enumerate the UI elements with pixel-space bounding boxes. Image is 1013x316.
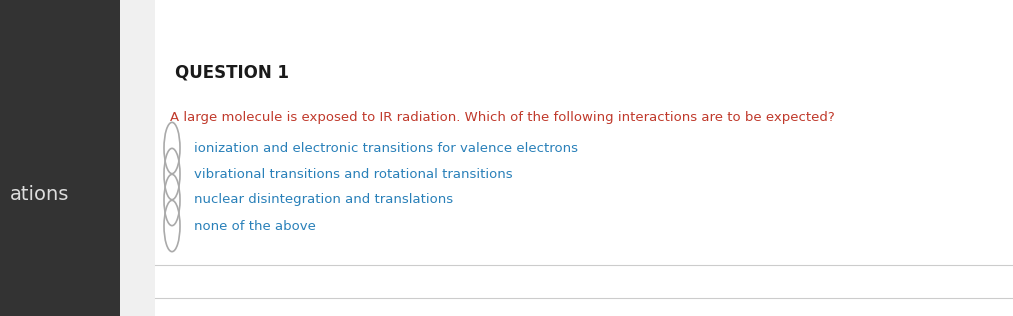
Text: QUESTION 1: QUESTION 1 [175, 63, 289, 81]
Text: nuclear disintegration and translations: nuclear disintegration and translations [194, 193, 453, 206]
Bar [0, 0, 120, 316]
Text: A large molecule is exposed to IR radiation. Which of the following interactions: A large molecule is exposed to IR radiat… [170, 112, 835, 125]
Bar [120, 0, 155, 316]
Text: ations: ations [10, 185, 69, 204]
Text: ionization and electronic transitions for valence electrons: ionization and electronic transitions fo… [194, 142, 578, 155]
Text: vibrational transitions and rotational transitions: vibrational transitions and rotational t… [194, 167, 513, 180]
Text: none of the above: none of the above [194, 220, 316, 233]
